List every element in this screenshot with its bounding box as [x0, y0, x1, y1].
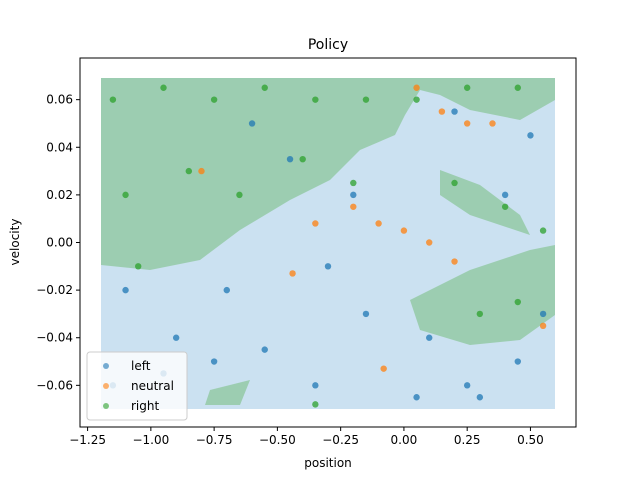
point-left-6: [413, 394, 420, 401]
point-neutral-6: [375, 220, 382, 227]
legend-marker-neutral: [103, 383, 109, 389]
point-neutral-9: [451, 258, 458, 265]
point-right-14: [451, 179, 458, 187]
point-left-10: [223, 286, 230, 294]
point-right-0: [109, 96, 117, 103]
point-right-15: [501, 203, 509, 210]
point-left-15: [286, 155, 294, 163]
point-neutral-5: [350, 203, 357, 210]
point-right-10: [185, 167, 193, 175]
point-neutral-12: [539, 322, 547, 330]
x-tick-label: −0.75: [196, 433, 233, 447]
legend: left neutral right: [86, 351, 188, 421]
y-axis: −0.06 −0.04 −0.02 0.00 0.02 0.04 0.06: [36, 93, 80, 392]
point-neutral-7: [400, 227, 408, 234]
point-neutral-0: [413, 84, 420, 91]
point-left-8: [514, 358, 521, 365]
point-left-12: [426, 334, 433, 341]
legend-label-left: left: [131, 359, 151, 373]
y-tick-label: 0.06: [46, 93, 73, 107]
x-tick-label: −0.50: [259, 433, 296, 447]
legend-label-neutral: neutral: [131, 379, 174, 393]
point-left-3: [261, 346, 268, 353]
point-right-11: [236, 191, 243, 199]
y-axis-label: velocity: [8, 219, 22, 266]
point-right-12: [299, 155, 306, 163]
y-tick-label: −0.06: [36, 378, 73, 392]
point-right-4: [312, 96, 319, 103]
x-tick-label: 0.00: [391, 433, 418, 447]
point-neutral-3: [489, 120, 496, 127]
point-right-3: [261, 84, 268, 91]
legend-marker-right: [103, 403, 109, 409]
point-left-2: [210, 358, 218, 365]
x-tick-label: 0.25: [454, 433, 481, 447]
point-left-11: [324, 263, 332, 270]
point-left-17: [501, 191, 509, 199]
point-left-19: [248, 120, 256, 127]
point-right-1: [160, 84, 167, 91]
point-neutral-13: [198, 167, 205, 175]
point-right-2: [210, 96, 218, 103]
point-left-18: [539, 310, 547, 318]
point-neutral-11: [289, 270, 296, 277]
point-right-9: [122, 191, 129, 199]
point-right-19: [135, 263, 142, 270]
point-neutral-10: [380, 365, 387, 372]
point-left-20: [350, 191, 357, 199]
x-tick-label: 0.50: [517, 433, 544, 447]
point-left-7: [463, 382, 471, 389]
point-neutral-4: [312, 220, 319, 227]
point-right-13: [350, 179, 357, 187]
point-left-21: [476, 394, 484, 401]
x-tick-label: −1.00: [132, 433, 169, 447]
point-right-17: [476, 310, 484, 318]
legend-marker-left: [103, 363, 109, 369]
y-tick-label: 0.00: [46, 236, 73, 250]
y-tick-label: 0.02: [46, 188, 73, 202]
point-left-5: [362, 310, 370, 318]
point-neutral-8: [426, 239, 433, 246]
x-axis: −1.25 −1.00 −0.75 −0.50 −0.25 0.00 0.25 0.50: [69, 427, 544, 447]
point-left-14: [172, 334, 180, 341]
y-tick-label: 0.04: [46, 140, 73, 154]
x-tick-label: −0.25: [322, 433, 359, 447]
x-tick-label: −1.25: [69, 433, 106, 447]
point-right-6: [413, 96, 420, 103]
y-tick-label: −0.02: [36, 283, 73, 297]
legend-label-right: right: [131, 399, 159, 413]
point-left-4: [312, 382, 319, 389]
point-right-7: [463, 84, 471, 91]
point-right-20: [312, 401, 319, 408]
point-right-18: [514, 298, 521, 306]
point-right-5: [362, 96, 370, 103]
point-right-16: [539, 227, 547, 234]
point-right-8: [514, 84, 521, 91]
chart-title: Policy: [308, 37, 348, 53]
x-axis-label: position: [304, 456, 352, 470]
point-neutral-1: [438, 108, 446, 115]
point-left-13: [527, 132, 534, 139]
y-tick-label: −0.04: [36, 331, 73, 345]
point-neutral-2: [463, 120, 471, 127]
point-left-9: [122, 286, 129, 294]
point-left-16: [451, 108, 458, 115]
